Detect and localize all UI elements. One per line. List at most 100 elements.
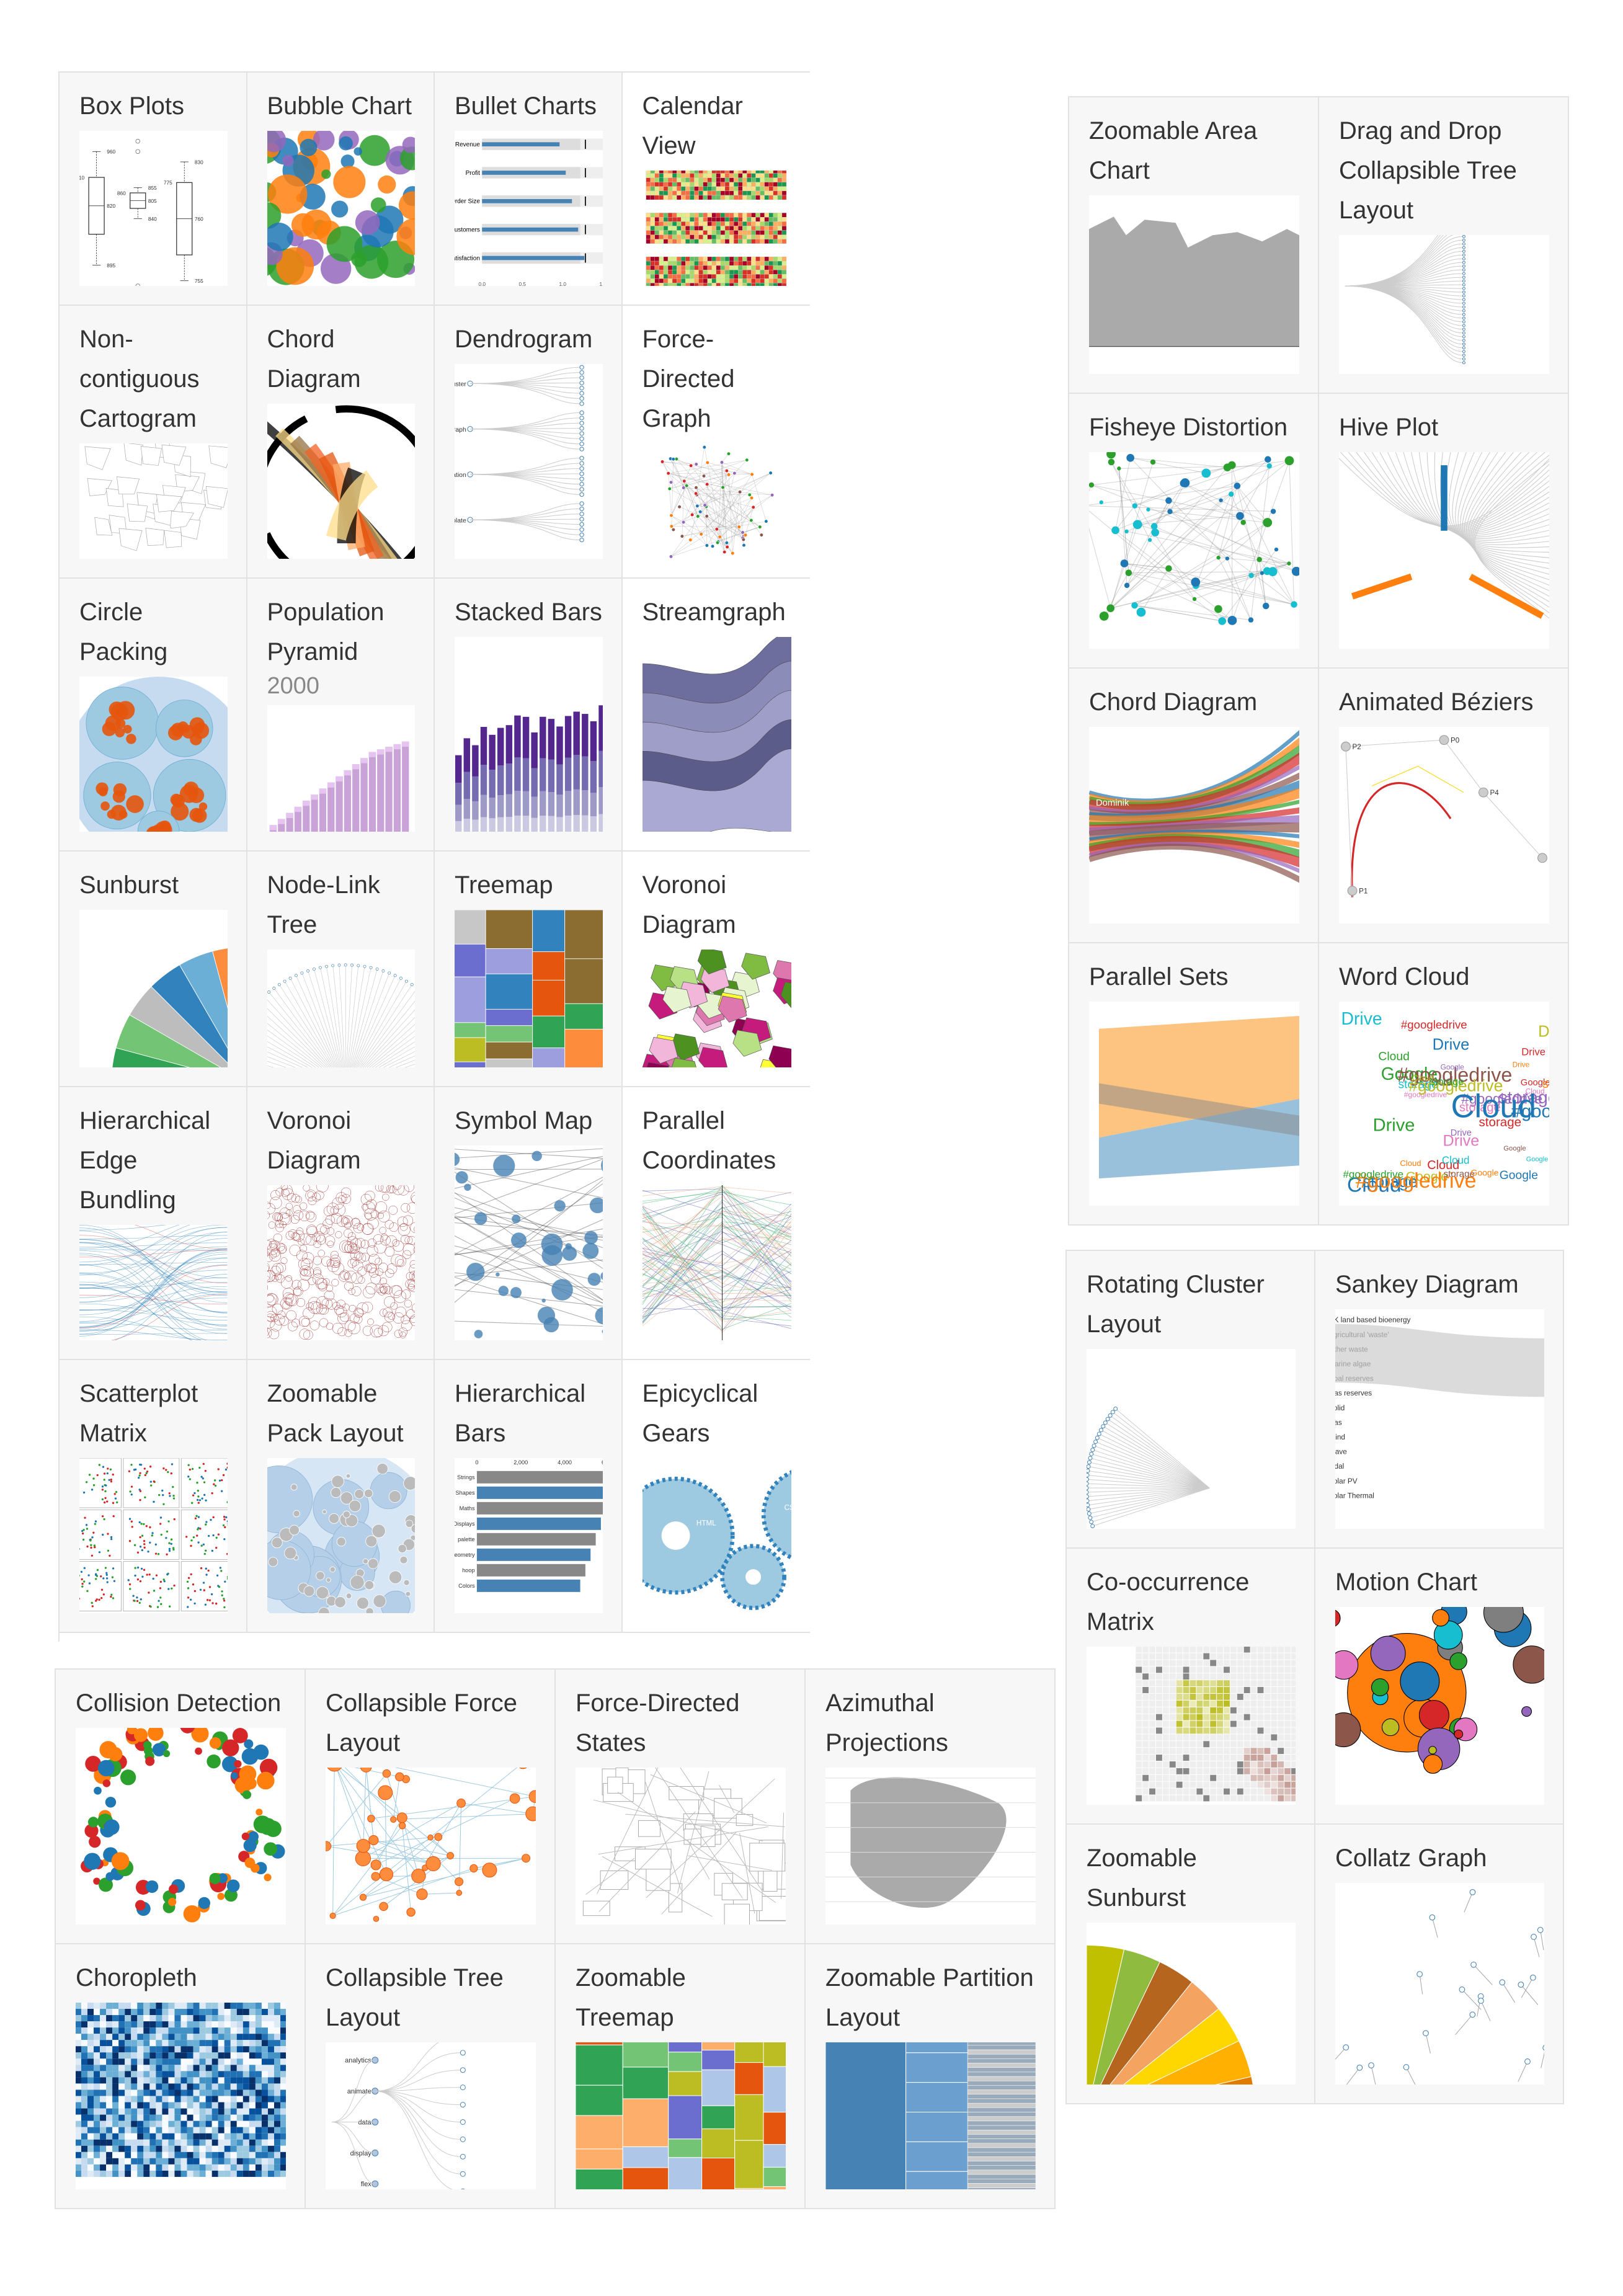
gallery-item-collatz-graph[interactable]: Collatz Graph	[1315, 1825, 1564, 2104]
gallery-item-title[interactable]: Chord Diagram	[267, 326, 361, 393]
gallery-item-title[interactable]: Hierarchical Bars	[455, 1380, 586, 1447]
gallery-item-title[interactable]: Zoomable Area Chart	[1089, 117, 1258, 184]
gallery-item-title[interactable]: Parallel Coordinates	[642, 1107, 776, 1174]
gallery-item-sankey-diagram[interactable]: Sankey Diagram UK land based bioenergyAgr…	[1315, 1251, 1564, 1549]
thumbnail-pack[interactable]	[79, 677, 228, 832]
thumbnail-dendrogram[interactable]: clustergraphoptimizationinterpolate	[455, 364, 603, 559]
gallery-item-hierarchical-bars[interactable]: Hierarchical Bars 02,0004,0006,000Strings…	[435, 1360, 623, 1633]
thumbnail-bubble[interactable]	[267, 131, 415, 286]
gallery-item-title[interactable]: Force-Directed States	[576, 1689, 740, 1756]
thumbnail-collatz[interactable]	[1335, 1883, 1544, 2085]
thumbnail-voronoi2[interactable]	[267, 1185, 415, 1340]
gallery-item-non-contiguous-cartogram[interactable]: Non-contiguous Cartogram	[60, 306, 247, 579]
gallery-item-title[interactable]: Dendrogram	[455, 326, 593, 353]
thumbnail-hbars[interactable]: 02,0004,0006,000StringsShapesMathsDispla…	[455, 1458, 603, 1613]
gallery-item-collapsible-force-layout[interactable]: Collapsible Force Layout	[306, 1670, 556, 1944]
thumbnail-stream[interactable]	[642, 637, 791, 832]
gallery-item-title[interactable]: Rotating Cluster Layout	[1087, 1271, 1265, 1338]
gallery-item-scatterplot-matrix[interactable]: Scatterplot Matrix	[60, 1360, 247, 1633]
thumbnail-cforce[interactable]	[326, 1768, 536, 1924]
gallery-item-title[interactable]: Animated Béziers	[1339, 688, 1534, 716]
thumbnail-boxplot[interactable]: 960910820895855860805840830775760755	[79, 131, 228, 286]
thumbnail-pyramid[interactable]	[267, 705, 415, 832]
thumbnail-bezier[interactable]: P1P2P0P3P4	[1339, 727, 1549, 923]
gallery-item-title[interactable]: Node-Link Tree	[267, 871, 380, 938]
gallery-item-box-plots[interactable]: Box Plots 9609108208958558608058408307757…	[60, 73, 247, 306]
thumbnail-stacked[interactable]	[455, 637, 603, 832]
thumbnail-voronoi[interactable]	[642, 950, 791, 1067]
gallery-item-title[interactable]: Bubble Chart	[267, 92, 412, 120]
gallery-item-force-directed-states[interactable]: Force-Directed States	[556, 1670, 806, 1944]
thumbnail-splom[interactable]	[79, 1458, 228, 1613]
gallery-item-title[interactable]: Drag and Drop Collapsible Tree Layout	[1339, 117, 1517, 224]
thumbnail-bullet[interactable]: RevenueProfitOrder SizeCustomersSatisfac…	[455, 131, 603, 286]
gallery-item-title[interactable]: Chord Diagram	[1089, 688, 1258, 716]
gallery-item-animated-b-ziers[interactable]: Animated Béziers P1P2P0P3P4	[1319, 669, 1569, 943]
gallery-item-chord-diagram[interactable]: Chord Diagram Dominik	[1069, 669, 1319, 943]
gallery-item-fisheye-distortion[interactable]: Fisheye Distortion	[1069, 394, 1319, 669]
gallery-item-collision-detection[interactable]: Collision Detection	[56, 1670, 306, 1944]
gallery-item-calendar-view[interactable]: Calendar View	[622, 73, 810, 306]
gallery-item-title[interactable]: Collapsible Force Layout	[326, 1689, 518, 1756]
gallery-item-word-cloud[interactable]: Word Cloud Cloud Drive Google storage #google…	[1319, 943, 1569, 1226]
thumbnail-area[interactable]	[1089, 195, 1299, 374]
gallery-item-title[interactable]: Population Pyramid	[267, 598, 385, 665]
gallery-item-zoomable-sunburst[interactable]: Zoomable Sunburst	[1067, 1825, 1315, 2104]
gallery-item-title[interactable]: Co-occurrence Matrix	[1087, 1568, 1250, 1635]
thumbnail-zpack[interactable]	[267, 1458, 415, 1613]
thumbnail-choropleth[interactable]	[76, 2003, 286, 2189]
gallery-item-title[interactable]: Non-contiguous Cartogram	[79, 326, 200, 432]
gallery-item-title[interactable]: Box Plots	[79, 92, 184, 120]
thumbnail-symbolmap[interactable]	[455, 1146, 603, 1340]
gallery-item-bullet-charts[interactable]: Bullet ChartsRevenueProfitOrder SizeCust…	[435, 73, 623, 306]
gallery-item-title[interactable]: Sunburst	[79, 871, 179, 899]
gallery-item-title[interactable]: Voronoi Diagram	[642, 871, 736, 938]
thumbnail-azimuthal[interactable]	[825, 1768, 1036, 1924]
thumbnail-force[interactable]	[642, 443, 791, 559]
thumbnail-chord2[interactable]: Dominik	[1089, 727, 1299, 923]
gallery-item-title[interactable]: Treemap	[455, 871, 553, 899]
gallery-item-parallel-sets[interactable]: Parallel Sets	[1069, 943, 1319, 1226]
gallery-item-title[interactable]: Calendar View	[642, 92, 743, 159]
thumbnail-sankey[interactable]: UK land based bioenergyAgricultural 'was…	[1335, 1309, 1544, 1529]
thumbnail-gears[interactable]: HTMLCSS	[642, 1458, 791, 1613]
gallery-item-title[interactable]: Streamgraph	[642, 598, 786, 626]
gallery-item-title[interactable]: Voronoi Diagram	[267, 1107, 361, 1174]
gallery-item-force-directed-graph[interactable]: Force-Directed Graph	[622, 306, 810, 579]
gallery-item-title[interactable]: Sankey Diagram	[1335, 1271, 1519, 1298]
gallery-item-population-pyramid[interactable]: Population Pyramid 2000	[247, 579, 435, 852]
gallery-item-title[interactable]: Force-Directed Graph	[642, 326, 735, 432]
gallery-item-treemap[interactable]: Treemap	[435, 852, 623, 1087]
gallery-item-stacked-bars[interactable]: Stacked Bars	[435, 579, 623, 852]
gallery-item-choropleth[interactable]: Choropleth	[56, 1944, 306, 2209]
thumbnail-sunburst[interactable]	[79, 910, 228, 1067]
gallery-item-symbol-map[interactable]: Symbol Map	[435, 1087, 623, 1360]
gallery-item-parallel-coordinates[interactable]: Parallel Coordinates	[622, 1087, 810, 1360]
gallery-item-title[interactable]: Collision Detection	[76, 1689, 282, 1717]
thumbnail-motion[interactable]	[1335, 1607, 1544, 1805]
gallery-item-epicyclical-gears[interactable]: Epicyclical GearsHTMLCSS	[622, 1360, 810, 1633]
thumbnail-collision[interactable]	[76, 1728, 286, 1924]
gallery-item-title[interactable]: Zoomable Sunburst	[1087, 1844, 1197, 1911]
gallery-item-rotating-cluster-layout[interactable]: Rotating Cluster Layout	[1067, 1251, 1315, 1549]
thumbnail-treemap[interactable]	[455, 910, 603, 1067]
gallery-item-azimuthal-projections[interactable]: Azimuthal Projections	[806, 1670, 1056, 1944]
gallery-item-title[interactable]: Stacked Bars	[455, 598, 602, 626]
thumbnail-matrix[interactable]	[1087, 1647, 1296, 1805]
thumbnail-hive[interactable]	[1339, 452, 1549, 649]
thumbnail-parsets[interactable]	[1089, 1002, 1299, 1206]
thumbnail-nodelink[interactable]	[267, 950, 415, 1067]
gallery-item-zoomable-pack-layout[interactable]: Zoomable Pack Layout	[247, 1360, 435, 1633]
thumbnail-fisheye[interactable]	[1089, 452, 1299, 649]
gallery-item-bubble-chart[interactable]: Bubble Chart	[247, 73, 435, 306]
gallery-item-streamgraph[interactable]: Streamgraph	[622, 579, 810, 852]
gallery-item-hive-plot[interactable]: Hive Plot	[1319, 394, 1569, 669]
thumbnail-parallel[interactable]	[642, 1185, 791, 1340]
gallery-item-title[interactable]: Scatterplot Matrix	[79, 1380, 198, 1447]
gallery-item-title[interactable]: Azimuthal Projections	[825, 1689, 948, 1756]
gallery-item-title[interactable]: Hive Plot	[1339, 414, 1439, 441]
gallery-item-dendrogram[interactable]: Dendrogram clustergraphoptimizationinterp…	[435, 306, 623, 579]
gallery-item-chord-diagram[interactable]: Chord Diagram	[247, 306, 435, 579]
gallery-item-circle-packing[interactable]: Circle Packing	[60, 579, 247, 852]
gallery-item-title[interactable]: Hierarchical Edge Bundling	[79, 1107, 211, 1214]
